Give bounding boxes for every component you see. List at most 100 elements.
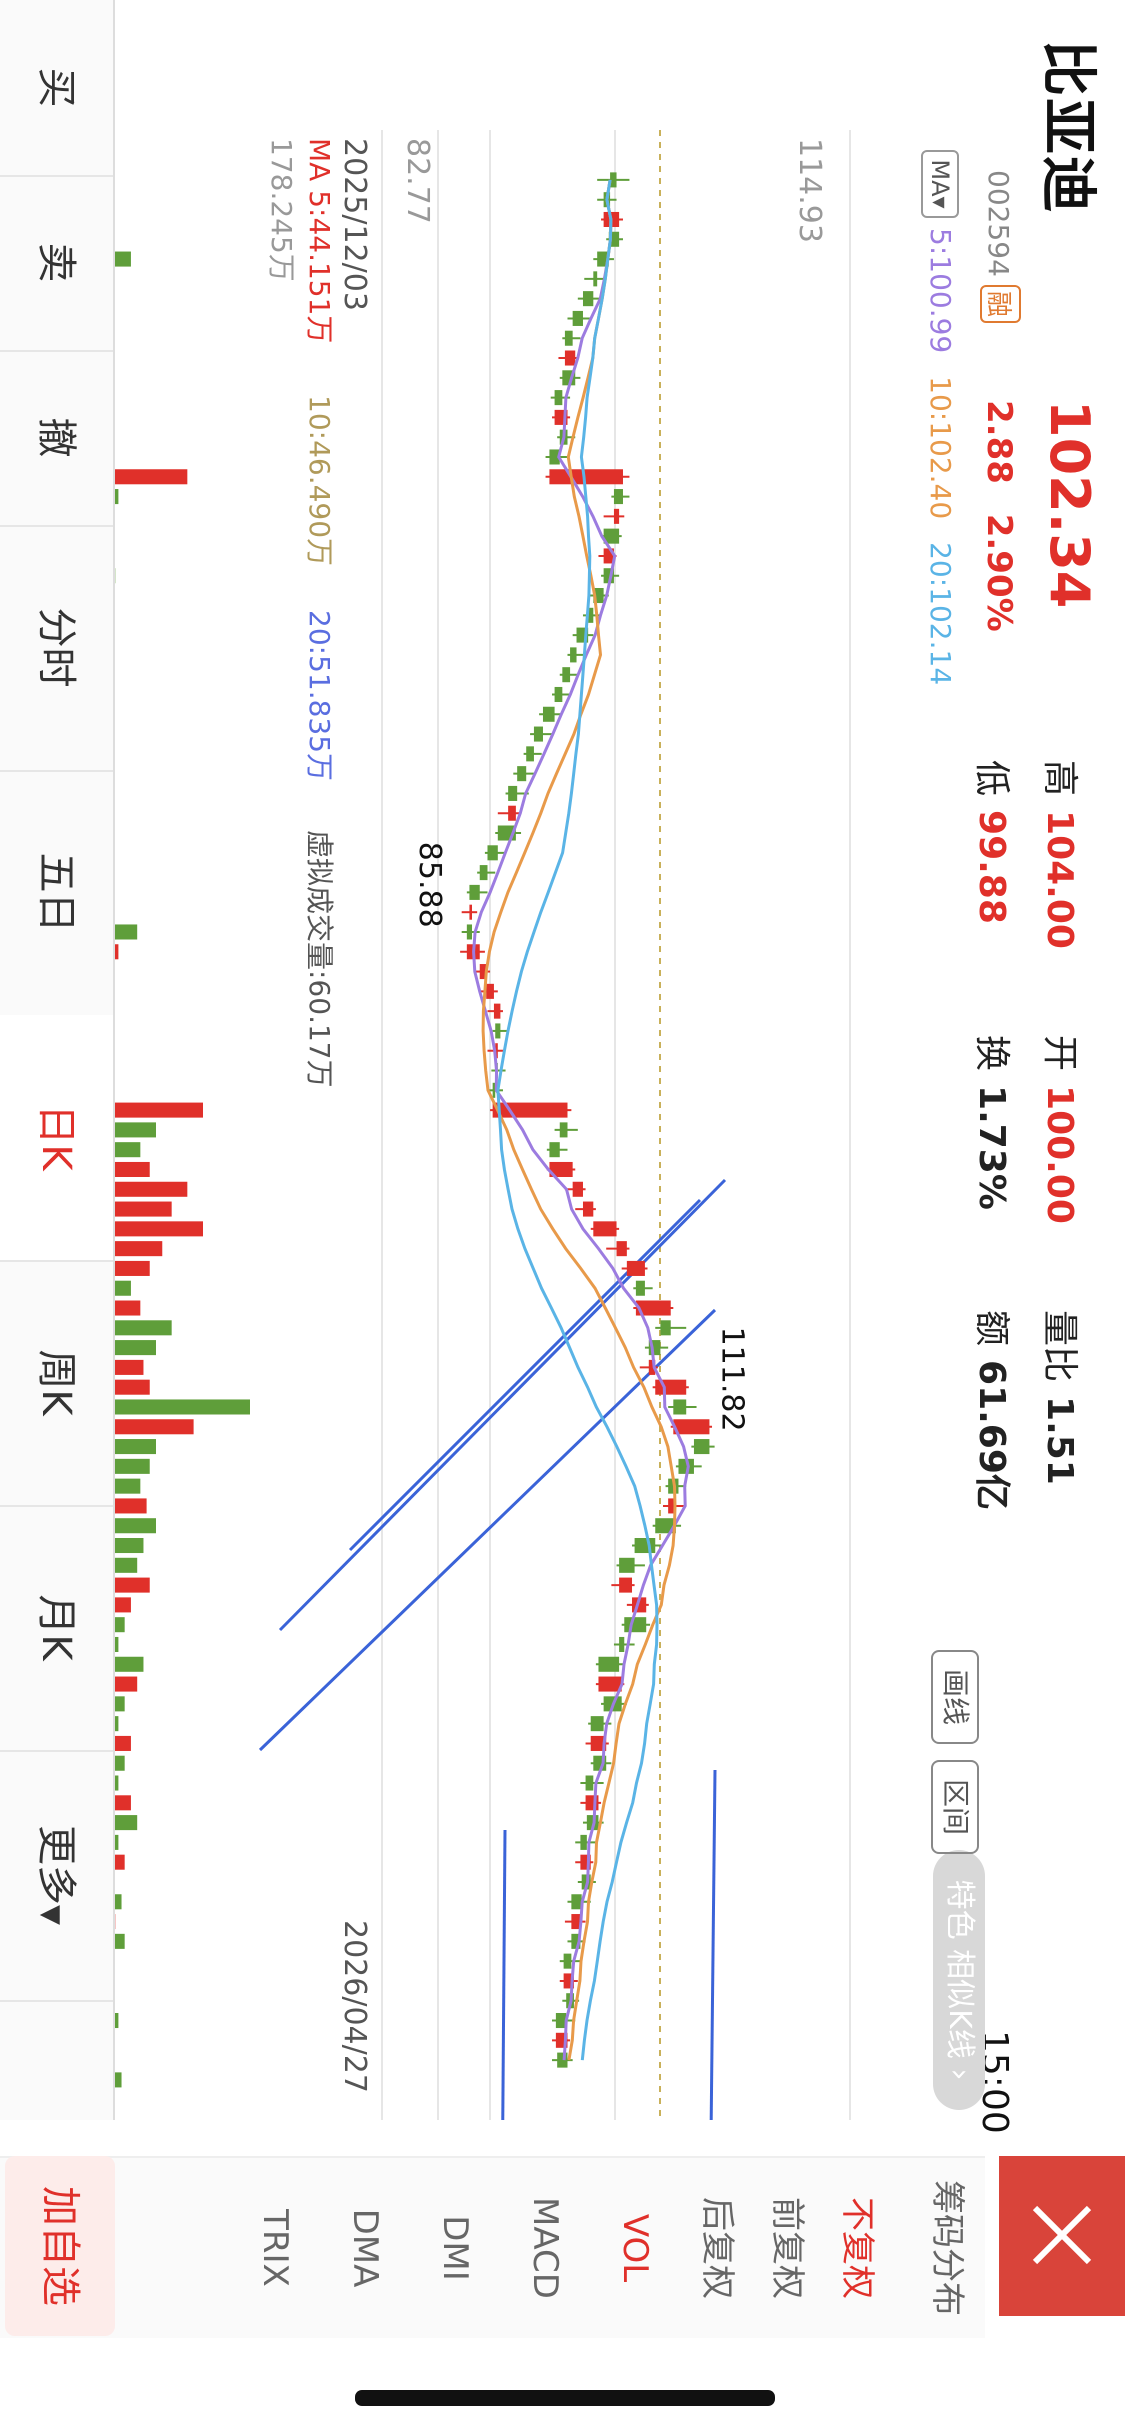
close-button[interactable] (999, 2156, 1125, 2316)
high-annotation: 111.82 (715, 1327, 750, 1432)
candle-body (542, 706, 555, 722)
candle-body (549, 1142, 560, 1158)
kline-chart[interactable]: 114.93 82.77 2025/12/03 2026/04/27 MA 5:… (5, 130, 905, 2120)
candle-body (613, 489, 623, 505)
candle-body (590, 1735, 607, 1751)
candle-body (626, 1260, 645, 1276)
candle-body (486, 983, 494, 999)
chevron-down-icon: ▼ (36, 1905, 66, 1925)
add-favorite-button[interactable]: 加自选 (5, 2156, 115, 2336)
stat-amount: 额61.69亿 (971, 1310, 1012, 1510)
candle-body (610, 172, 617, 188)
candle-body (549, 469, 623, 485)
candle-body (588, 607, 594, 623)
ma20-line (496, 179, 659, 2061)
candlesticks (460, 172, 715, 2068)
candle-body (635, 1300, 671, 1316)
candle-body (492, 1082, 496, 1098)
candle-body (572, 1181, 583, 1197)
no-adjust-item[interactable]: 不复权 (837, 2197, 877, 2299)
stat-open: 开100.00 (1039, 1035, 1080, 1224)
candle-body (571, 1894, 582, 1910)
stat-volume-ratio: 量比1.51 (1039, 1310, 1080, 1485)
candle-body (469, 904, 473, 920)
candle-body (590, 1716, 604, 1732)
close-icon (1032, 2205, 1092, 2265)
ma-legend: 5:100.99 10:102.40 20:102.14 (924, 228, 957, 685)
feature-similar-kline-button[interactable]: 特色 相似K线 › (933, 1850, 985, 2110)
candle-body (549, 1161, 573, 1178)
candle-body (479, 865, 488, 881)
vol-ma20-label: 20:51.835万 (303, 610, 336, 781)
ma-select[interactable]: MA▾ (921, 150, 959, 218)
sell-button[interactable]: 卖 (0, 175, 113, 352)
candle-body (549, 449, 560, 465)
stat-turnover: 换1.73% (971, 1035, 1012, 1210)
indicator-vol[interactable]: VOL (615, 2213, 655, 2283)
draw-line-button[interactable]: 画线 (931, 1650, 979, 1744)
candle-body (492, 1102, 568, 1118)
y-max-label: 114.93 (792, 138, 827, 243)
buy-button[interactable]: 买 (0, 0, 113, 177)
candle-body (493, 1003, 501, 1019)
candle-body (554, 686, 563, 702)
change-amount: 2.88 (979, 400, 1019, 484)
candle-body (616, 1241, 627, 1257)
candle-body (580, 1834, 587, 1850)
y-min-label: 82.77 (400, 138, 435, 224)
candle-body (571, 1914, 581, 1930)
candle-body (613, 508, 620, 524)
candle-body (634, 1538, 656, 1554)
chip-distribution-item[interactable]: 筹码分布 (927, 2180, 967, 2316)
ma10-line (481, 179, 677, 2061)
indicator-menu: 筹码分布 不复权 前复权 后复权 VOL MACD DMI DMA TRIX (0, 2156, 985, 2338)
candle-body (603, 528, 620, 544)
stat-low: 低99.88 (971, 760, 1012, 924)
candle-body (619, 1557, 635, 1573)
candle-body (559, 1122, 568, 1138)
period-bar: 买 卖 撤 分时 五日 日K 周K 月K 更多▼ (0, 0, 115, 2120)
tab-intraday[interactable]: 分时 (0, 525, 113, 772)
more-button[interactable]: 更多▼ (0, 1750, 113, 2002)
range-button[interactable]: 区间 (931, 1760, 979, 1854)
candle-body (564, 330, 573, 346)
virtual-volume-label: 虚拟成交量:60.17万 (303, 830, 336, 1088)
candle-body (554, 390, 563, 406)
candle-body (598, 1656, 620, 1672)
tab-daily-k[interactable]: 日K (0, 1015, 113, 1262)
backward-adjust-item[interactable]: 后复权 (697, 2197, 737, 2299)
candle-body (517, 766, 527, 782)
drawn-trendlines (258, 1178, 727, 2120)
ma5-line (472, 179, 690, 2061)
stat-high: 高104.00 (1039, 760, 1080, 949)
stock-name: 比亚迪 (1035, 40, 1100, 214)
tab-monthly-k[interactable]: 月K (0, 1505, 113, 1752)
date-end-label: 2026/04/27 (337, 1920, 372, 2093)
ma10-value: 10:102.40 (924, 376, 957, 520)
candle-body (562, 667, 571, 683)
candle-body (570, 647, 577, 663)
vol-max-label: 178.245万 (265, 138, 298, 282)
candle-body (593, 271, 598, 287)
forward-adjust-item[interactable]: 前复权 (767, 2197, 807, 2299)
indicator-dmi[interactable]: DMI (435, 2215, 475, 2281)
tab-weekly-k[interactable]: 周K (0, 1260, 113, 1507)
ma20-value: 20:102.14 (924, 542, 957, 686)
moving-average-lines (472, 179, 690, 2061)
indicator-macd[interactable]: MACD (525, 2197, 565, 2299)
indicator-dma[interactable]: DMA (345, 2208, 385, 2288)
cancel-order-button[interactable]: 撤 (0, 350, 113, 527)
indicator-trix[interactable]: TRIX (255, 2209, 295, 2287)
stock-code: 002594 (982, 170, 1015, 277)
ma5-value: 5:100.99 (924, 228, 957, 354)
candle-body (572, 310, 583, 326)
margin-badge: 融 (980, 285, 1021, 324)
candle-body (619, 1636, 625, 1653)
candle-body (582, 1201, 594, 1217)
candle-body (655, 1379, 687, 1395)
candle-body (466, 924, 473, 940)
candle-body (533, 726, 543, 742)
tab-five-day[interactable]: 五日 (0, 770, 113, 1017)
home-indicator (355, 2390, 775, 2406)
